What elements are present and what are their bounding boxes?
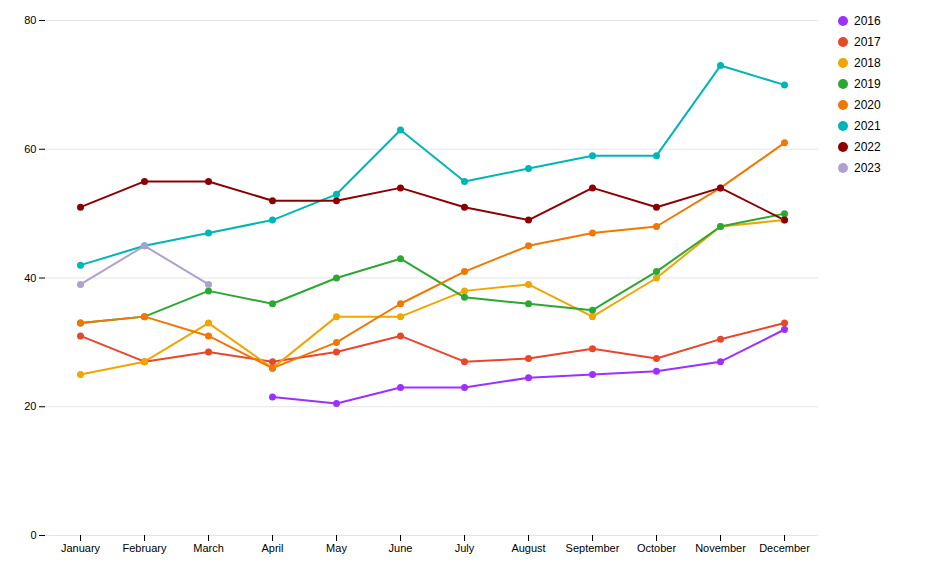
svg-text:February: February xyxy=(122,542,167,554)
html-text:2016: 2016 xyxy=(854,14,881,28)
svg-text:40: 40 xyxy=(24,272,36,284)
html-text:2020: 2020 xyxy=(854,98,881,112)
svg-text:20: 20 xyxy=(24,400,36,412)
svg-text:January: January xyxy=(61,542,101,554)
svg-text:July: July xyxy=(455,542,475,554)
svg-text:0: 0 xyxy=(30,529,36,541)
html-text:2021: 2021 xyxy=(854,119,881,133)
svg-text:October: October xyxy=(637,542,676,554)
svg-text:November: November xyxy=(695,542,746,554)
svg-text:June: June xyxy=(389,542,413,554)
html-text:2022: 2022 xyxy=(854,140,881,154)
svg-text:60: 60 xyxy=(24,143,36,155)
svg-text:March: March xyxy=(193,542,224,554)
svg-text:December: December xyxy=(759,542,810,554)
svg-text:August: August xyxy=(511,542,545,554)
html-text:2018: 2018 xyxy=(854,56,881,70)
html-text:2019: 2019 xyxy=(854,77,881,91)
svg-text:80: 80 xyxy=(24,14,36,26)
svg-text:May: May xyxy=(326,542,347,554)
svg-text:April: April xyxy=(261,542,283,554)
html-text:2017: 2017 xyxy=(854,35,881,49)
svg-text:September: September xyxy=(566,542,620,554)
html-text:2023: 2023 xyxy=(854,161,881,175)
